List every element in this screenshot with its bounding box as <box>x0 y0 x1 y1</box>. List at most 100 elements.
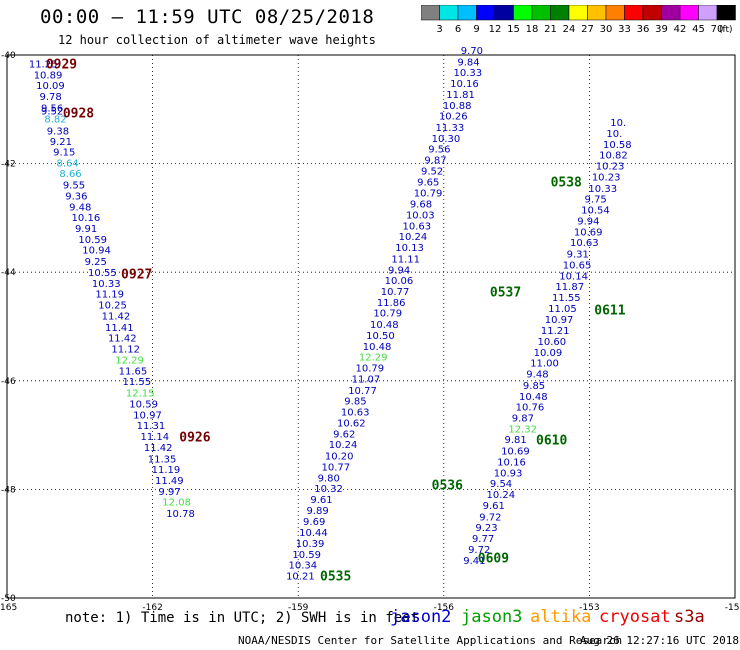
y-tick-label: -48 <box>1 485 16 495</box>
x-tick-label: -162 <box>142 603 162 613</box>
wave-height-point: 10.48 <box>363 342 392 353</box>
wave-height-point: 10.44 <box>299 528 328 539</box>
wave-height-point: 9.54 <box>490 479 512 490</box>
wave-height-point: 9.72 <box>479 512 501 523</box>
wave-height-point: 10.25 <box>98 301 127 312</box>
mission-altika: altika <box>530 607 592 627</box>
wave-height-point: 11.86 <box>377 298 406 309</box>
wave-height-point: 9.87 <box>512 414 534 425</box>
wave-height-point: 10.88 <box>443 101 472 112</box>
wave-height-point: 11.87 <box>555 282 584 293</box>
mission-jason3: jason3 <box>461 607 523 627</box>
x-tick-label: -153 <box>579 603 599 613</box>
wave-height-point: 10.63 <box>341 408 370 419</box>
colorbar-tick-label: 12 <box>489 24 502 35</box>
wave-height-point: 9.89 <box>306 506 328 517</box>
wave-height-point: 11.19 <box>152 465 181 476</box>
wave-height-point: 10.24 <box>399 232 428 243</box>
wave-height-point: 9.31 <box>567 250 589 261</box>
y-tick-label: -40 <box>1 51 16 61</box>
wave-height-point: 9.61 <box>483 501 505 512</box>
wave-height-point: 9.80 <box>318 473 340 484</box>
wave-height-point: 11.05 <box>548 304 577 315</box>
wave-height-point: 10.54 <box>581 206 610 217</box>
wave-height-point: 10.04 <box>472 13 501 24</box>
wave-height-point: 10.78 <box>166 509 195 520</box>
wave-height-point: 12.29 <box>359 353 388 364</box>
wave-height-point: 10.16 <box>450 79 479 90</box>
colorbar-tick-label: 15 <box>507 24 520 35</box>
pass-time-label: 0537 <box>490 286 521 301</box>
wave-height-point: 10. <box>610 118 626 129</box>
wave-height-point: 10.50 <box>366 331 395 342</box>
wave-height-point: 10.77 <box>348 386 377 397</box>
footer-note: note: 1) Time is in UTC; 2) SWH is in fe… <box>65 610 420 626</box>
colorbar-tick-label: 33 <box>618 24 631 35</box>
wave-height-point: 10.79 <box>355 364 384 375</box>
wave-height-point: 9.69 <box>303 517 325 528</box>
wave-height-point: 9.81 <box>504 435 526 446</box>
colorbar-tick-label: 36 <box>637 24 650 35</box>
wave-height-point: 9.72 <box>468 545 490 556</box>
wave-height-point: 9.23 <box>475 523 497 534</box>
wave-height-point: 10.48 <box>370 320 399 331</box>
wave-height-point: 9.56 <box>41 103 63 114</box>
wave-height-point: 10.09 <box>534 348 563 359</box>
wave-height-point: 12.08 <box>162 498 191 509</box>
wave-height-point: 10.77 <box>321 462 350 473</box>
colorbar-tick-label: 42 <box>674 24 687 35</box>
wave-height-point: 10.32 <box>314 484 343 495</box>
wave-height-point: 11.33 <box>436 123 465 134</box>
colorbar-tick-label: 27 <box>581 24 594 35</box>
wave-height-point: 10.39 <box>296 539 325 550</box>
y-tick-label: -42 <box>1 160 16 170</box>
wave-height-point: 8.64 <box>57 158 79 169</box>
wave-height-point: 10.23 <box>592 172 621 183</box>
wave-height-point: 12.32 <box>508 424 537 435</box>
wave-height-point: 11.14 <box>140 432 169 443</box>
wave-height-point: 9.60 <box>475 2 497 13</box>
wave-height-point: 9.52 <box>41 107 63 118</box>
wave-height-point: 11.25 <box>29 59 58 70</box>
wave-height-point: 10.79 <box>414 189 443 200</box>
wave-height-point: 9.36 <box>65 191 87 202</box>
wave-height-point: 10.33 <box>588 184 617 195</box>
wave-height-point: 10.77 <box>381 287 410 298</box>
wave-height-point: 10.97 <box>133 410 162 421</box>
x-tick-label: -156 <box>434 603 455 613</box>
wave-height-point: 9.41 <box>465 35 487 46</box>
colorbar-tick-label: 21 <box>544 24 557 35</box>
plot-frame <box>6 54 736 599</box>
colorbar-swatch <box>716 5 736 21</box>
wave-height-point: 10.33 <box>92 279 121 290</box>
wave-height-point: 11.81 <box>446 90 475 101</box>
wave-height-point: 9.48 <box>69 202 91 213</box>
wave-height-point: 9.84 <box>457 57 479 68</box>
wave-height-point: 10.20 <box>325 452 354 463</box>
wave-height-point: 10.30 <box>432 134 461 145</box>
wave-height-point: 9.49 <box>468 24 490 35</box>
wave-height-point: 10.21 <box>286 572 315 583</box>
wave-height-point: 10.14 <box>559 271 588 282</box>
wave-height-point: 10.76 <box>516 403 545 414</box>
wave-height-point: 10.06 <box>385 276 414 287</box>
wave-height-point: 9.75 <box>585 195 607 206</box>
pass-time-label: 0609 <box>478 552 509 567</box>
wave-height-point: 9.77 <box>472 534 494 545</box>
wave-height-point: 9.21 <box>50 137 72 148</box>
colorbar-tick-label: 24 <box>563 24 576 35</box>
wave-height-point: 10.59 <box>292 550 321 561</box>
wave-height-point: 10.58 <box>603 140 632 151</box>
wave-height-point: 9.68 <box>410 200 432 211</box>
wave-height-point: 10.94 <box>82 246 111 257</box>
wave-height-point: 10.16 <box>497 458 526 469</box>
wave-height-point: 9.55 <box>63 181 85 192</box>
wave-height-point: 9.85 <box>344 397 366 408</box>
y-tick-label: -50 <box>1 594 16 604</box>
wave-height-point: 10.26 <box>439 112 468 123</box>
pass-time-label: 0536 <box>432 478 463 493</box>
wave-height-point: 11.00 <box>530 359 559 370</box>
wave-height-point: 9.97 <box>158 487 180 498</box>
wave-height-point: 9.65 <box>417 177 439 188</box>
